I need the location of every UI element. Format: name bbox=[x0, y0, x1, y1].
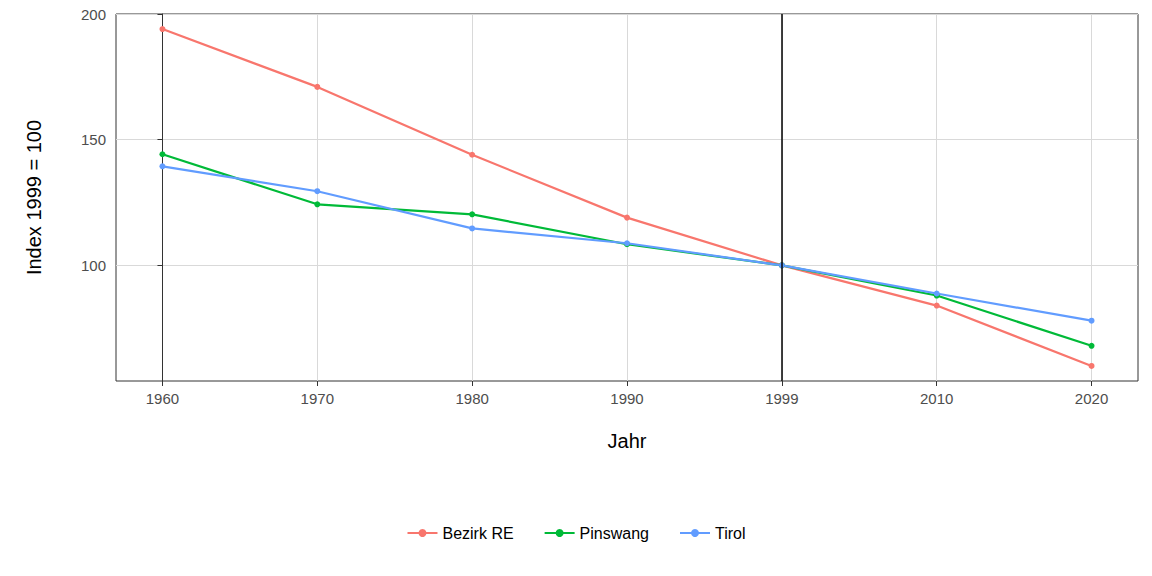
svg-text:Index 1999 = 100: Index 1999 = 100 bbox=[23, 120, 45, 275]
svg-text:1999: 1999 bbox=[765, 390, 798, 407]
svg-text:1990: 1990 bbox=[610, 390, 643, 407]
svg-text:100: 100 bbox=[81, 257, 106, 274]
svg-text:1960: 1960 bbox=[146, 390, 179, 407]
svg-text:1970: 1970 bbox=[301, 390, 334, 407]
svg-text:200: 200 bbox=[81, 6, 106, 23]
svg-text:Pinswang: Pinswang bbox=[580, 525, 649, 542]
svg-text:150: 150 bbox=[81, 131, 106, 148]
svg-text:2010: 2010 bbox=[920, 390, 953, 407]
svg-text:2020: 2020 bbox=[1075, 390, 1108, 407]
svg-text:1980: 1980 bbox=[455, 390, 488, 407]
svg-text:Jahr: Jahr bbox=[608, 430, 647, 452]
svg-text:Tirol: Tirol bbox=[715, 525, 746, 542]
svg-text:Bezirk RE: Bezirk RE bbox=[442, 525, 513, 542]
